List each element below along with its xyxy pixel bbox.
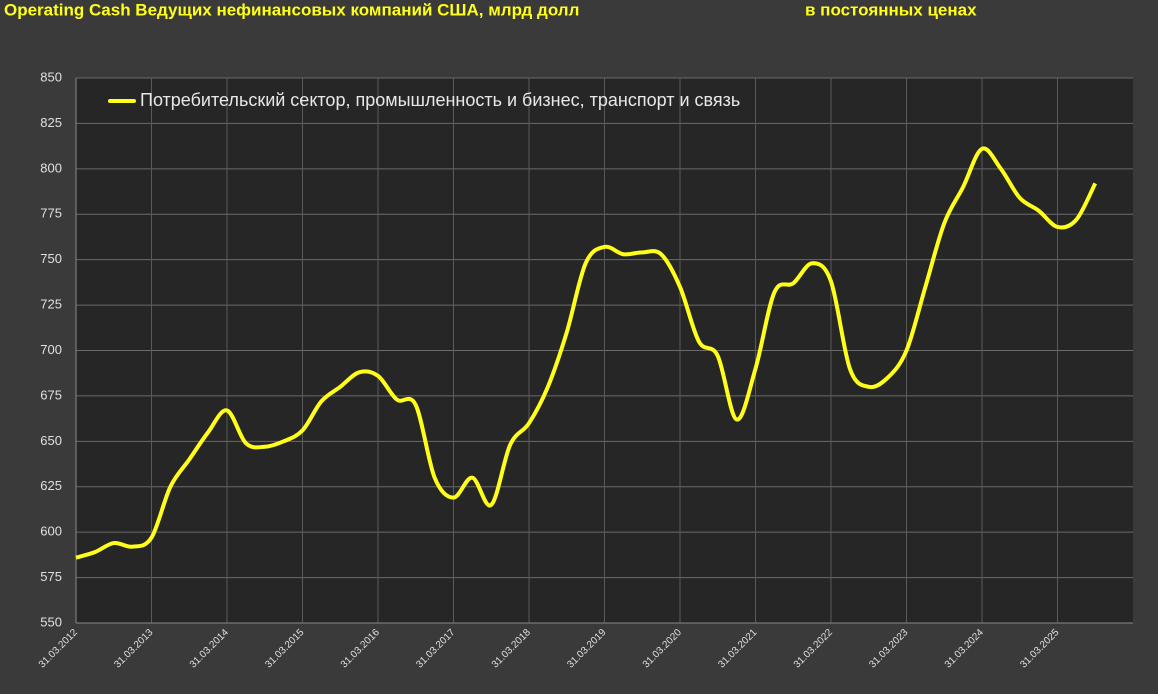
y-tick-label: 825	[40, 115, 62, 130]
y-tick-label: 575	[40, 569, 62, 584]
y-tick-label: 775	[40, 206, 62, 221]
y-tick-label: 725	[40, 297, 62, 312]
y-tick-label: 600	[40, 524, 62, 539]
chart-subtitle: в постоянных ценах	[805, 0, 977, 19]
y-tick-label: 650	[40, 433, 62, 448]
y-tick-label: 850	[40, 69, 62, 84]
chart-title: Operating Cash Ведущих нефинансовых комп…	[4, 0, 579, 19]
y-tick-label: 800	[40, 160, 62, 175]
y-tick-label: 625	[40, 478, 62, 493]
y-tick-label: 675	[40, 387, 62, 402]
y-tick-label: 700	[40, 342, 62, 357]
y-tick-label: 550	[40, 614, 62, 629]
series-line	[75, 146, 1098, 560]
y-tick-label: 750	[40, 251, 62, 266]
legend-label: Потребительский сектор, промышленность и…	[140, 90, 740, 110]
